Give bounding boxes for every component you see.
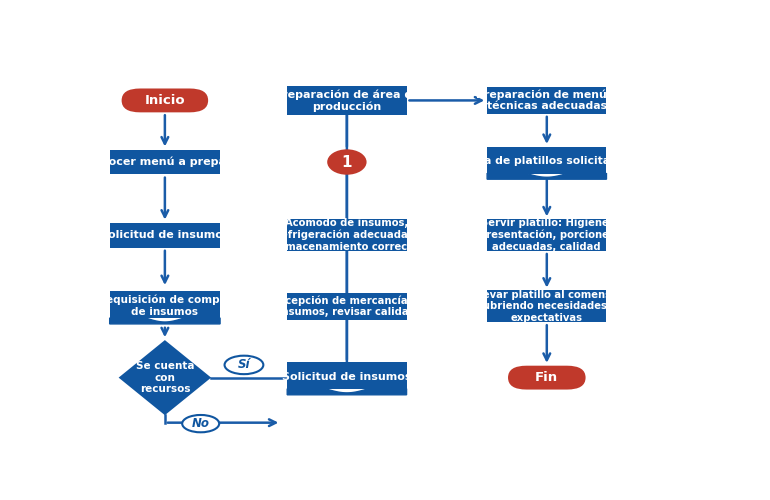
FancyBboxPatch shape: [109, 291, 220, 318]
Text: 1: 1: [342, 154, 352, 170]
Text: Sí: Sí: [238, 358, 250, 372]
Text: Conocer menú a preparar: Conocer menú a preparar: [85, 157, 245, 168]
Text: Servir platillo: Higiene,
presentación, porciones
adecuadas, calidad: Servir platillo: Higiene, presentación, …: [479, 218, 614, 252]
Text: Acomodo de insumos,
refrigeración adecuada y
almacenamiento correcto: Acomodo de insumos, refrigeración adecua…: [275, 218, 419, 252]
Text: Recepción de mercancías e
insumos, revisar calidad: Recepción de mercancías e insumos, revis…: [270, 296, 424, 318]
Text: Inicio: Inicio: [145, 94, 186, 107]
Text: Llevar platillo al comensal
cubriendo necesidades y
expectativas: Llevar platillo al comensal cubriendo ne…: [473, 290, 621, 323]
FancyBboxPatch shape: [122, 88, 208, 112]
FancyBboxPatch shape: [487, 290, 607, 322]
FancyBboxPatch shape: [487, 147, 607, 174]
Polygon shape: [109, 314, 220, 324]
FancyBboxPatch shape: [109, 222, 220, 248]
FancyBboxPatch shape: [287, 86, 407, 115]
Polygon shape: [287, 386, 407, 395]
FancyBboxPatch shape: [109, 150, 220, 174]
Polygon shape: [487, 170, 607, 179]
Text: Requisición de compra
de insumos: Requisición de compra de insumos: [98, 294, 232, 316]
Text: Lista de platillos solicitados: Lista de platillos solicitados: [462, 156, 631, 166]
FancyBboxPatch shape: [287, 362, 407, 389]
Text: Preparación de menús,
técnicas adecuadas: Preparación de menús, técnicas adecuadas: [476, 90, 618, 112]
FancyBboxPatch shape: [487, 87, 607, 114]
Text: Fin: Fin: [535, 371, 558, 384]
Text: Preparación de área de
producción: Preparación de área de producción: [274, 89, 420, 112]
Text: No: No: [192, 417, 209, 430]
FancyBboxPatch shape: [487, 219, 607, 251]
Polygon shape: [119, 340, 211, 415]
Text: Solicitud de insumos: Solicitud de insumos: [100, 230, 229, 240]
Text: Solicitud de insumos: Solicitud de insumos: [282, 372, 412, 382]
Ellipse shape: [182, 415, 219, 432]
FancyBboxPatch shape: [287, 219, 407, 251]
Circle shape: [327, 150, 367, 174]
FancyBboxPatch shape: [287, 293, 407, 320]
FancyBboxPatch shape: [508, 366, 586, 390]
Text: Se cuenta
con
recursos: Se cuenta con recursos: [136, 361, 194, 394]
Ellipse shape: [225, 356, 263, 374]
